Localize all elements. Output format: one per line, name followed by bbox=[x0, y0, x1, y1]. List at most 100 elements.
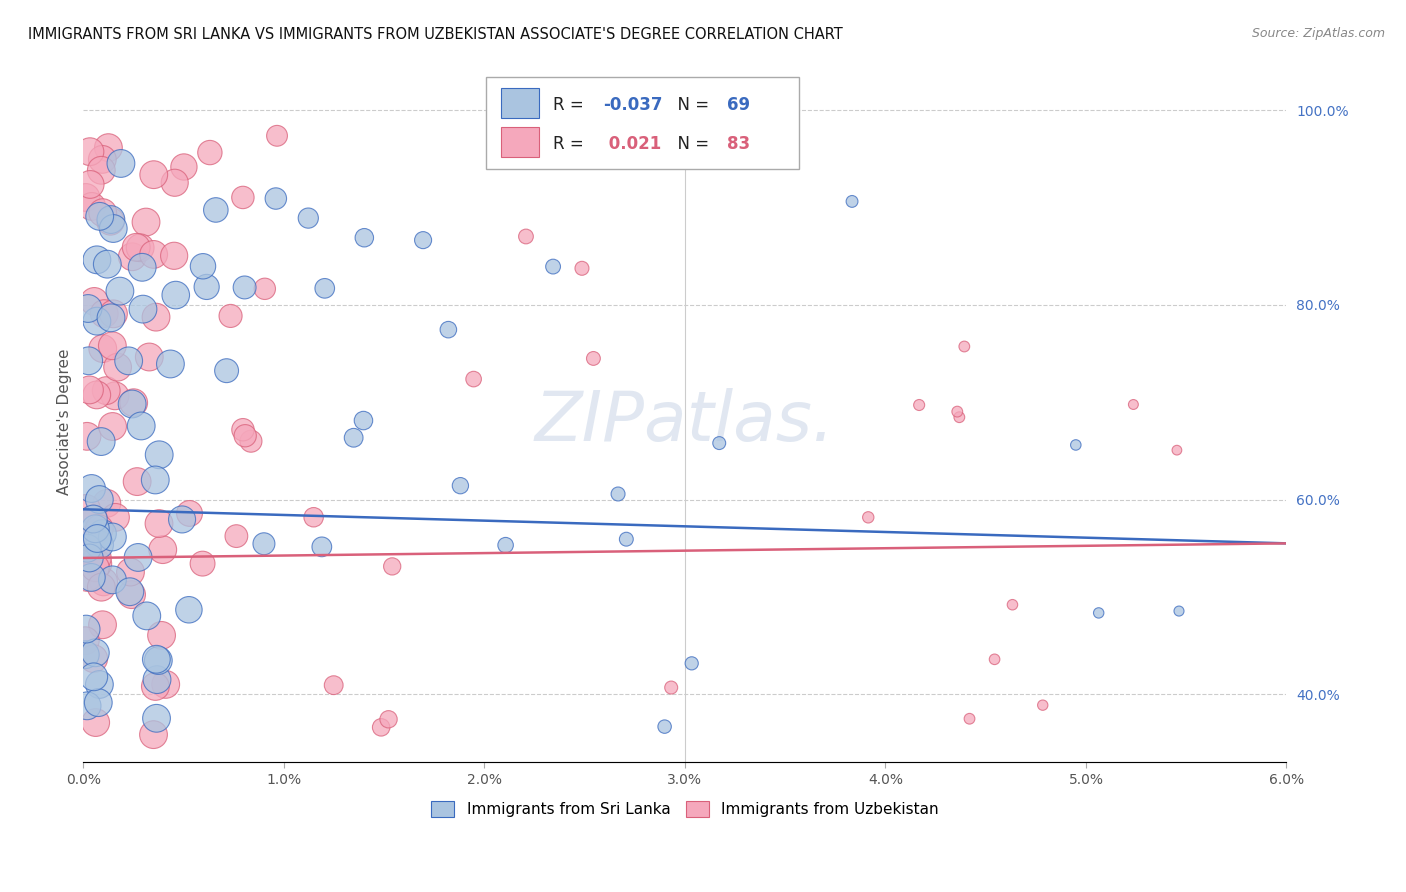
Point bbox=[75, 633, 97, 648]
Point bbox=[953, 339, 976, 353]
Point bbox=[84, 560, 107, 574]
Point bbox=[582, 351, 605, 366]
Point bbox=[163, 176, 186, 190]
Point bbox=[131, 260, 153, 275]
Point bbox=[946, 404, 969, 418]
Point bbox=[77, 353, 100, 368]
Point bbox=[1032, 698, 1054, 713]
Point bbox=[127, 475, 149, 489]
Point bbox=[1166, 443, 1188, 458]
Point bbox=[129, 419, 152, 434]
Point bbox=[103, 221, 125, 235]
Text: Source: ZipAtlas.com: Source: ZipAtlas.com bbox=[1251, 27, 1385, 40]
Point bbox=[138, 350, 160, 364]
Point bbox=[353, 413, 375, 427]
Point bbox=[89, 538, 111, 552]
Point bbox=[75, 622, 97, 636]
Point bbox=[142, 728, 165, 742]
Point bbox=[118, 354, 141, 368]
Point bbox=[173, 160, 195, 174]
Point bbox=[948, 410, 970, 425]
Point bbox=[93, 574, 115, 589]
Point bbox=[86, 252, 108, 267]
Text: R =: R = bbox=[553, 135, 589, 153]
Point bbox=[121, 250, 143, 264]
Point bbox=[1122, 397, 1144, 411]
Point bbox=[89, 677, 111, 691]
Point bbox=[311, 540, 333, 554]
Point bbox=[614, 532, 637, 546]
Point bbox=[90, 580, 112, 594]
Point bbox=[77, 301, 100, 316]
Point bbox=[86, 551, 108, 566]
Point bbox=[80, 482, 103, 496]
Point bbox=[709, 436, 731, 450]
Point bbox=[83, 294, 105, 309]
Point bbox=[142, 247, 165, 261]
Point bbox=[93, 307, 115, 321]
Point bbox=[205, 202, 228, 217]
Point bbox=[233, 428, 256, 442]
Point bbox=[215, 364, 238, 378]
Point bbox=[76, 429, 98, 443]
Point bbox=[89, 210, 111, 224]
Point bbox=[121, 588, 143, 602]
Point bbox=[76, 570, 98, 584]
Point bbox=[219, 309, 242, 323]
Point bbox=[302, 510, 325, 524]
Point bbox=[83, 651, 105, 665]
Point bbox=[1001, 598, 1024, 612]
Point bbox=[135, 608, 157, 623]
Point bbox=[89, 492, 111, 507]
Point bbox=[80, 570, 103, 584]
Point bbox=[322, 678, 344, 692]
Point bbox=[314, 281, 336, 295]
Point bbox=[159, 357, 181, 371]
Point bbox=[264, 192, 287, 206]
Point bbox=[353, 231, 375, 245]
Point bbox=[87, 696, 110, 710]
Point bbox=[84, 715, 107, 730]
Point bbox=[104, 389, 127, 403]
Point bbox=[145, 310, 167, 325]
Point bbox=[225, 529, 247, 543]
Point bbox=[145, 711, 167, 725]
Point bbox=[86, 314, 108, 328]
Point bbox=[84, 646, 107, 660]
Point bbox=[100, 310, 122, 325]
Point bbox=[135, 215, 157, 229]
Text: 0.021: 0.021 bbox=[603, 135, 661, 153]
Point bbox=[80, 199, 103, 213]
Point bbox=[370, 720, 392, 734]
Point bbox=[118, 584, 141, 599]
Point bbox=[412, 233, 434, 247]
Point bbox=[91, 617, 114, 632]
Point bbox=[76, 541, 98, 556]
Point bbox=[195, 280, 218, 294]
Point bbox=[100, 214, 122, 228]
Point bbox=[79, 145, 101, 159]
Point bbox=[90, 163, 112, 178]
Text: 69: 69 bbox=[727, 95, 751, 113]
Point bbox=[170, 512, 193, 526]
Point bbox=[82, 512, 104, 526]
Point bbox=[76, 698, 98, 713]
Point bbox=[571, 261, 593, 276]
Point bbox=[297, 211, 319, 226]
Point bbox=[858, 510, 880, 524]
Point bbox=[79, 178, 101, 192]
Point bbox=[343, 431, 366, 445]
Point bbox=[87, 557, 110, 571]
FancyBboxPatch shape bbox=[486, 78, 799, 169]
Point bbox=[253, 282, 276, 296]
Point bbox=[165, 288, 187, 302]
Point bbox=[148, 448, 170, 462]
Point bbox=[129, 241, 152, 255]
Text: ZIPatlas.: ZIPatlas. bbox=[534, 388, 835, 455]
Text: R =: R = bbox=[553, 95, 589, 113]
Point bbox=[381, 559, 404, 574]
Point bbox=[143, 473, 166, 487]
Point bbox=[125, 240, 148, 254]
Point bbox=[79, 551, 101, 566]
Point bbox=[110, 156, 132, 170]
